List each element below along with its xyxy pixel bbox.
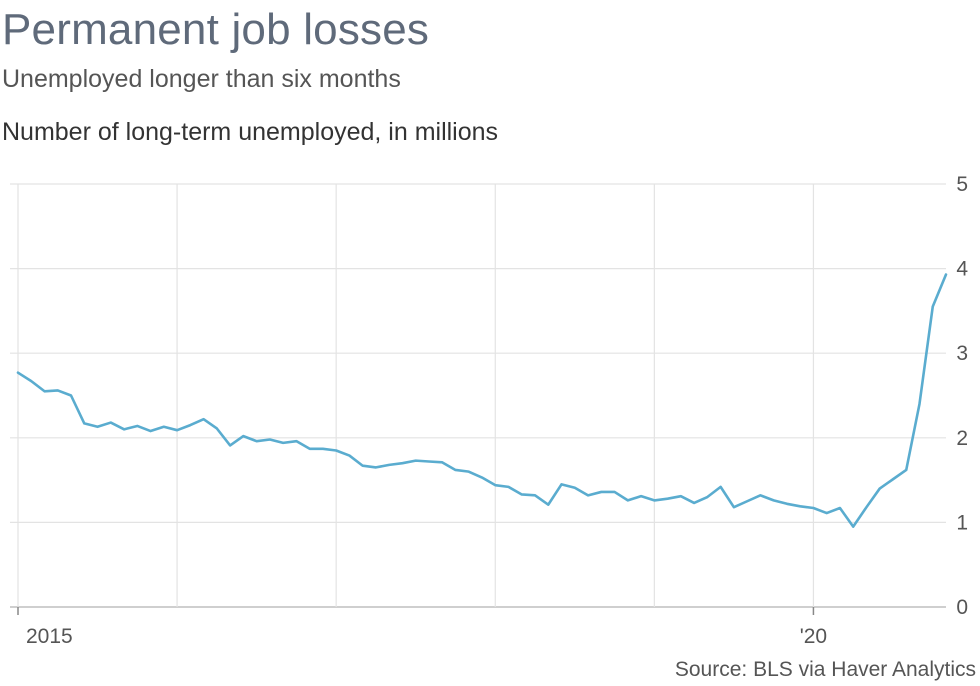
y-tick-label: 1 — [956, 511, 968, 534]
y-tick-label: 3 — [956, 342, 968, 365]
y-tick-label: 2 — [956, 427, 968, 450]
chart-unit-label: Number of long-term unemployed, in milli… — [2, 118, 499, 146]
y-axis: 0 1 2 3 4 5 — [956, 173, 968, 619]
chart-subtitle: Unemployed longer than six months — [2, 65, 401, 93]
series-line — [16, 273, 948, 528]
y-tick-label: 0 — [956, 596, 968, 619]
x-tick-label: 2015 — [26, 625, 73, 648]
x-tick-label: '20 — [800, 625, 827, 648]
y-tick-label: 5 — [956, 173, 968, 196]
chart-title: Permanent job losses — [2, 5, 430, 54]
x-axis: 2015 '20 — [17, 607, 827, 648]
source-note: Source: BLS via Haver Analytics — [674, 658, 976, 681]
y-tick-label: 4 — [956, 258, 968, 281]
chart-grid — [10, 183, 946, 608]
series-group — [16, 273, 948, 528]
